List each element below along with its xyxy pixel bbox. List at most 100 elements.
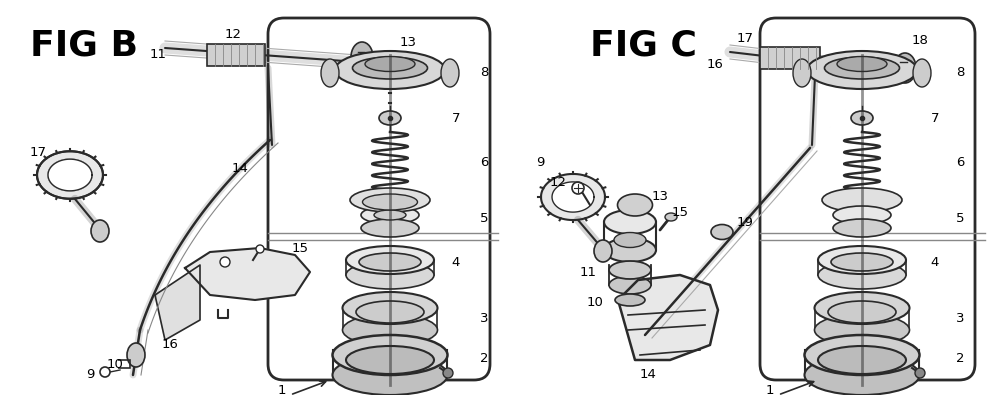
Text: 1: 1 <box>278 384 286 395</box>
Ellipse shape <box>356 301 424 323</box>
Ellipse shape <box>352 57 428 79</box>
Ellipse shape <box>321 59 339 87</box>
Polygon shape <box>541 174 605 220</box>
Polygon shape <box>48 159 92 191</box>
Ellipse shape <box>332 335 448 375</box>
Ellipse shape <box>362 194 418 210</box>
Ellipse shape <box>818 261 906 289</box>
Text: 4: 4 <box>452 256 460 269</box>
Text: 3: 3 <box>480 312 488 325</box>
Ellipse shape <box>711 224 733 239</box>
Ellipse shape <box>615 294 645 306</box>
Text: 12: 12 <box>224 28 242 41</box>
Text: 17: 17 <box>30 145 46 158</box>
Text: 5: 5 <box>956 211 964 224</box>
Ellipse shape <box>609 276 651 294</box>
Text: 10: 10 <box>587 295 603 308</box>
Text: 13: 13 <box>400 36 416 49</box>
Circle shape <box>100 367 110 377</box>
Ellipse shape <box>824 57 900 79</box>
Text: 5: 5 <box>480 211 488 224</box>
Ellipse shape <box>91 220 109 242</box>
Ellipse shape <box>831 253 893 271</box>
Circle shape <box>256 245 264 253</box>
Text: 15: 15 <box>292 241 308 254</box>
Polygon shape <box>155 265 200 340</box>
Ellipse shape <box>604 210 656 234</box>
Ellipse shape <box>346 346 434 374</box>
Circle shape <box>915 368 925 378</box>
Ellipse shape <box>814 292 910 324</box>
Ellipse shape <box>350 188 430 212</box>
Ellipse shape <box>335 51 445 89</box>
Text: 12: 12 <box>550 177 566 190</box>
Ellipse shape <box>665 213 677 221</box>
Ellipse shape <box>894 53 916 83</box>
Text: 2: 2 <box>480 352 488 365</box>
Ellipse shape <box>913 59 931 87</box>
Ellipse shape <box>346 261 434 289</box>
Text: 10: 10 <box>107 357 123 371</box>
Ellipse shape <box>365 56 415 71</box>
FancyBboxPatch shape <box>268 18 490 380</box>
Ellipse shape <box>609 261 651 279</box>
Ellipse shape <box>441 59 459 87</box>
Text: 18: 18 <box>912 34 928 47</box>
Ellipse shape <box>833 219 891 237</box>
Polygon shape <box>618 275 718 360</box>
Ellipse shape <box>804 335 920 375</box>
Ellipse shape <box>833 206 891 224</box>
Text: 16: 16 <box>162 339 178 352</box>
Text: 16: 16 <box>707 58 723 71</box>
Text: 17: 17 <box>736 32 754 45</box>
FancyBboxPatch shape <box>760 18 975 380</box>
Ellipse shape <box>822 188 902 212</box>
Text: 7: 7 <box>931 111 939 124</box>
Text: 19: 19 <box>737 216 753 228</box>
Ellipse shape <box>614 233 646 248</box>
Ellipse shape <box>793 59 811 87</box>
Ellipse shape <box>351 42 373 72</box>
Ellipse shape <box>814 314 910 346</box>
Ellipse shape <box>851 111 873 125</box>
Ellipse shape <box>594 240 612 262</box>
Text: FIG B: FIG B <box>30 28 138 62</box>
Text: 8: 8 <box>956 66 964 79</box>
Text: 11: 11 <box>580 265 596 278</box>
Ellipse shape <box>804 355 920 395</box>
Bar <box>207 44 265 66</box>
Ellipse shape <box>342 314 438 346</box>
Text: 14: 14 <box>640 369 656 382</box>
Polygon shape <box>552 182 594 212</box>
Ellipse shape <box>379 111 401 125</box>
Ellipse shape <box>818 246 906 274</box>
Circle shape <box>443 368 453 378</box>
Polygon shape <box>185 248 310 300</box>
Text: FIG C: FIG C <box>590 28 697 62</box>
Text: 9: 9 <box>536 156 544 169</box>
Ellipse shape <box>604 238 656 262</box>
Text: 3: 3 <box>956 312 964 325</box>
Text: 13: 13 <box>652 190 668 203</box>
Ellipse shape <box>807 51 917 89</box>
Ellipse shape <box>818 346 906 374</box>
Text: 6: 6 <box>480 156 488 169</box>
Ellipse shape <box>127 343 145 367</box>
Text: 14: 14 <box>232 162 248 175</box>
Ellipse shape <box>361 219 419 237</box>
Ellipse shape <box>346 246 434 274</box>
Text: 6: 6 <box>956 156 964 169</box>
Bar <box>760 47 820 69</box>
Ellipse shape <box>332 355 448 395</box>
Text: 4: 4 <box>931 256 939 269</box>
Ellipse shape <box>837 56 887 71</box>
Text: 9: 9 <box>86 369 94 382</box>
Ellipse shape <box>342 292 438 324</box>
Ellipse shape <box>359 253 421 271</box>
Text: 15: 15 <box>672 205 688 218</box>
Circle shape <box>220 257 230 267</box>
Ellipse shape <box>618 194 652 216</box>
Text: 2: 2 <box>956 352 964 365</box>
Ellipse shape <box>361 206 419 224</box>
Text: 8: 8 <box>480 66 488 79</box>
